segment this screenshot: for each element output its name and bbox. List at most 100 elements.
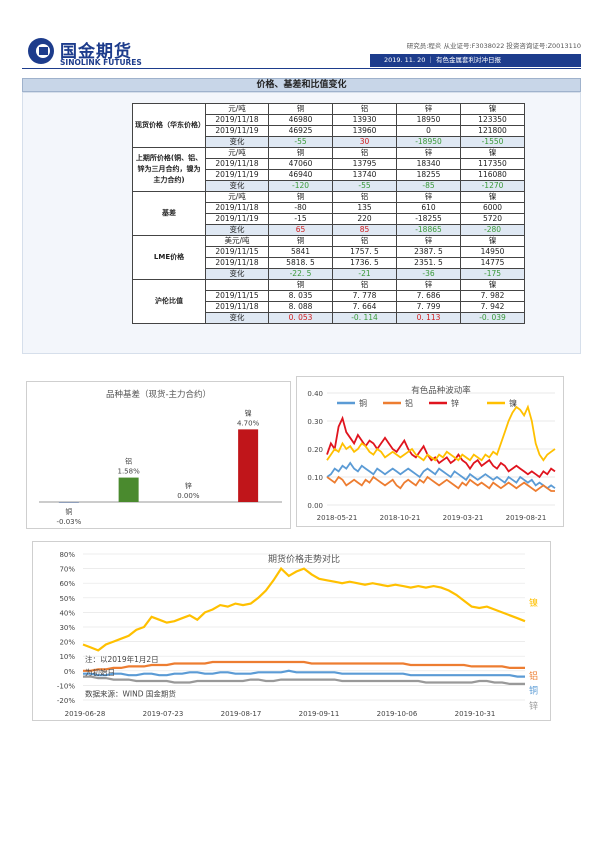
table-metal-header: 铝	[332, 235, 397, 247]
bar-value-label: 1.58%	[118, 468, 141, 476]
series-line-0	[326, 461, 556, 490]
table-metal-header: 镍	[460, 235, 525, 247]
table-cell: 18255	[396, 169, 461, 181]
y-tick-label: 30%	[59, 624, 75, 632]
table-cell: -80	[268, 202, 333, 214]
x-tick-label: 2019-06-28	[65, 710, 106, 718]
x-tick-label: 2018-10-21	[380, 514, 421, 522]
y-tick-label: 0.30	[307, 418, 323, 426]
table-cell: -18865	[396, 224, 461, 236]
table-cell: -0. 039	[460, 312, 525, 324]
table-row-label: 2019/11/18	[205, 114, 269, 126]
table-cell: 123350	[460, 114, 525, 126]
table-row-label: 变化	[205, 268, 269, 280]
table-cell: 2351. 5	[396, 257, 461, 269]
table-metal-header: 锌	[396, 191, 461, 203]
table-cell: 116080	[460, 169, 525, 181]
table-row: 变化 0. 053 -0. 114 0. 113 -0. 039	[133, 312, 525, 324]
table-row-label: 2019/11/18	[205, 257, 269, 269]
table-cell: 7. 942	[460, 301, 525, 313]
y-tick-label: 80%	[59, 551, 75, 559]
table-cell: 8. 035	[268, 290, 333, 302]
table-row: 2019/11/18 5818. 5 1736. 5 2351. 5 14775	[133, 257, 525, 269]
series-line-0	[82, 566, 526, 652]
table-cell: 18340	[396, 158, 461, 170]
y-tick-label: 10%	[59, 653, 75, 661]
y-tick-label: 0.10	[307, 474, 323, 482]
table-metal-header: 镍	[460, 191, 525, 203]
bar-value-label: 4.70%	[237, 419, 260, 427]
table-cell: 85	[332, 224, 397, 236]
legend-label: 铝	[405, 398, 413, 408]
price-trend-chart: -20% -10% 0% 10% 20% 30% 40% 50% 60% 70% 80% 期货价格走势…	[32, 541, 551, 721]
bar-category-label: 锌	[185, 481, 192, 490]
table-row-label: 变化	[205, 180, 269, 192]
y-tick-label: 40%	[59, 609, 75, 617]
table-cell: 13740	[332, 169, 397, 181]
series-end-label: 铜	[529, 685, 538, 697]
table-cell: 7. 799	[396, 301, 461, 313]
table-cell: 7. 982	[460, 290, 525, 302]
table-cell: -85	[396, 180, 461, 192]
table-cell: 610	[396, 202, 461, 214]
table-cell: 2387. 5	[396, 246, 461, 258]
bar-0	[58, 502, 79, 503]
table-row-label: 2019/11/15	[205, 290, 269, 302]
table-cell: 13930	[332, 114, 397, 126]
logo-icon	[28, 38, 54, 64]
table-cell: -15	[268, 213, 333, 225]
volatility-line-chart: 0.00 0.10 0.20 0.30 0.40 有色品种波动率铜 铝 锌 镍 2018-05-2…	[296, 376, 564, 527]
table-row-label: 2019/11/19	[205, 169, 269, 181]
table-cell: 0. 053	[268, 312, 333, 324]
brand-name-en: SINOLINK FUTURES	[60, 58, 142, 67]
y-tick-label: 70%	[59, 566, 75, 574]
table-metal-header: 铜	[268, 235, 333, 247]
table-row: 2019/11/18 47060 13795 18340 117350	[133, 158, 525, 170]
header-divider	[22, 68, 581, 69]
table-cell: 46925	[268, 125, 333, 137]
table-cell: 13960	[332, 125, 397, 137]
series-end-label: 镍	[529, 597, 538, 609]
table-cell: -36	[396, 268, 461, 280]
table-cell: -120	[268, 180, 333, 192]
table-metal-header: 铝	[332, 191, 397, 203]
table-cell: 6000	[460, 202, 525, 214]
table-cell: 0. 113	[396, 312, 461, 324]
chart-source: 数据来源：WIND 国金期货	[85, 689, 176, 699]
series-line-3	[83, 675, 525, 685]
table-metal-header: 镍	[460, 147, 525, 159]
table-cell: -1550	[460, 136, 525, 148]
table-cell: -280	[460, 224, 525, 236]
table-row-label: 2019/11/18	[205, 301, 269, 313]
table-row-label: 变化	[205, 224, 269, 236]
table-cell: 46980	[268, 114, 333, 126]
series-line-1	[83, 660, 525, 672]
legend-label: 镍	[509, 398, 517, 408]
table-unit-cell: 元/吨	[205, 103, 269, 115]
table-cell: -18950	[396, 136, 461, 148]
bar-category-label: 铝	[125, 457, 132, 466]
legend-label: 铜	[359, 398, 367, 408]
chart-annotation: 注：以2019年1月2日	[85, 654, 159, 664]
table-row-label: 变化	[205, 136, 269, 148]
table-cell: 46940	[268, 169, 333, 181]
table-metal-header: 铜	[268, 279, 333, 291]
basis-bar-chart-svg: 品种基差（现货-主力合约） 铜 -0.03% 铝 1.58% 锌 0.00% 镍 4.70%	[39, 389, 282, 526]
table-cell: 220	[332, 213, 397, 225]
table-cell: 7. 686	[396, 290, 461, 302]
table-cell: -21	[332, 268, 397, 280]
chart-title: 期货价格走势对比	[268, 553, 340, 565]
y-tick-label: 0.40	[307, 390, 323, 398]
y-tick-label: 60%	[59, 580, 75, 588]
bar-category-label: 铜	[65, 507, 72, 516]
x-tick-label: 2019-08-17	[221, 710, 262, 718]
table-row: 变化 -55 30 -18950 -1550	[133, 136, 525, 148]
table-cell: -55	[268, 136, 333, 148]
table-unit-cell	[205, 279, 269, 291]
table-cell: 5841	[268, 246, 333, 258]
table-cell: 8. 088	[268, 301, 333, 313]
series-line-2	[83, 669, 525, 678]
table-cell: 5720	[460, 213, 525, 225]
table-cell: -22. 5	[268, 268, 333, 280]
table-metal-header: 铝	[332, 103, 397, 115]
